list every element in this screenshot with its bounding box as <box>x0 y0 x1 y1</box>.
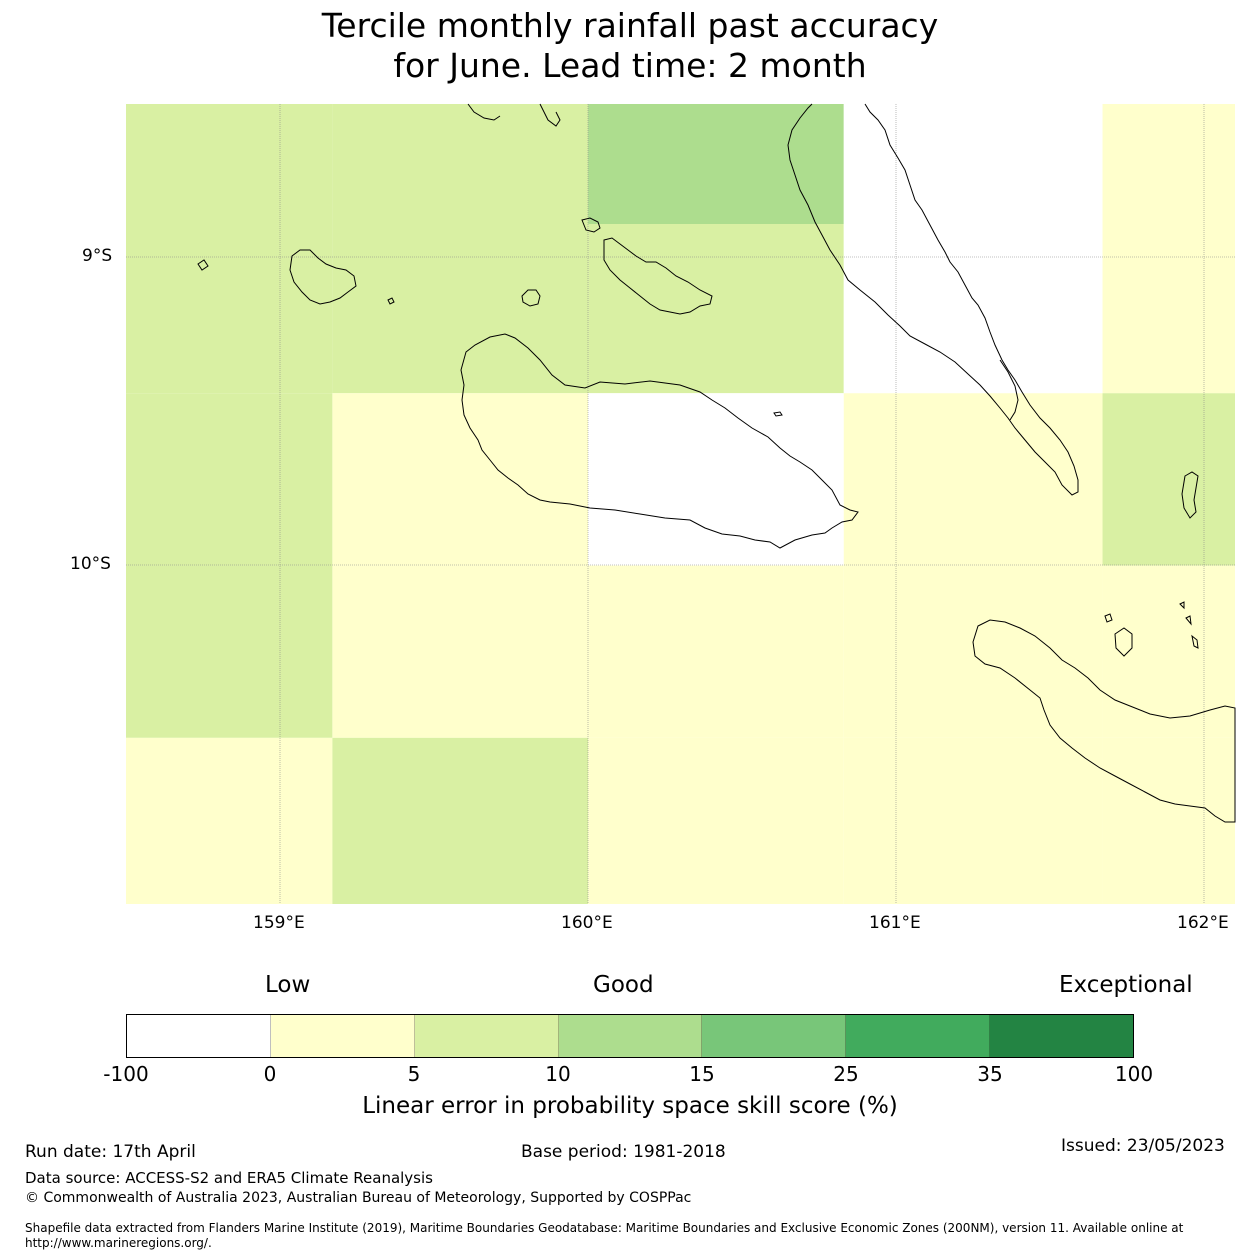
skill-cell <box>1102 393 1235 566</box>
skill-cell <box>843 224 1103 394</box>
skill-cell <box>588 104 844 224</box>
coastline-ugi <box>1114 627 1133 657</box>
coastline-islet-1 <box>197 259 209 271</box>
legend-low-label: Low <box>265 972 311 998</box>
colorbar-segment-2 <box>270 1015 415 1057</box>
coastline-russell-islands <box>289 249 357 305</box>
colorbar-tick: 25 <box>833 1062 859 1086</box>
issued-date: Issued: 23/05/2023 <box>1061 1136 1225 1156</box>
coastline-islet-2 <box>387 297 395 305</box>
skill-cell <box>126 224 333 394</box>
colorbar-label: Linear error in probability space skill … <box>362 1093 898 1119</box>
base-period: Base period: 1981-2018 <box>521 1142 726 1162</box>
data-source: Data source: ACCESS-S2 and ERA5 Climate … <box>25 1169 433 1187</box>
coastline-ulawa <box>1181 471 1199 519</box>
skill-cell <box>332 104 589 224</box>
colorbar-segment-5 <box>702 1015 847 1057</box>
skill-map <box>126 103 1236 904</box>
skill-cell <box>843 104 1103 224</box>
coastline-guadalcanal <box>460 333 859 549</box>
lon-label-159e: 159°E <box>253 913 305 933</box>
coastline-malaita <box>787 103 1079 496</box>
skill-cell <box>588 565 844 738</box>
skill-cell <box>126 104 333 224</box>
lon-label-160e: 160°E <box>561 913 613 933</box>
colorbar-segment-7 <box>990 1015 1134 1057</box>
shapefile-credit-line-1: Shapefile data extracted from Flanders M… <box>25 1221 1184 1235</box>
run-date: Run date: 17th April <box>25 1142 196 1162</box>
coastline-makira <box>972 619 1236 823</box>
legend-exceptional-label: Exceptional <box>1059 972 1193 998</box>
lat-label-9s: 9°S <box>82 246 113 266</box>
title-line-1: Tercile monthly rainfall past accuracy <box>321 6 939 45</box>
skill-cell <box>588 737 844 904</box>
lon-label-162e: 162°E <box>1177 913 1229 933</box>
shapefile-credit-line-2: http://www.marineregions.org/. <box>25 1236 212 1250</box>
skill-cell <box>332 737 589 904</box>
skill-cell <box>332 224 589 394</box>
colorbar-tick: 35 <box>977 1062 1003 1086</box>
lon-label-161e: 161°E <box>869 913 921 933</box>
coastline-nggela <box>603 237 713 315</box>
colorbar-segment-3 <box>414 1015 559 1057</box>
copyright: © Commonwealth of Australia 2023, Austra… <box>25 1190 692 1206</box>
skill-cell <box>843 393 1103 566</box>
colorbar-tick: 5 <box>407 1062 421 1086</box>
skill-cell <box>332 565 589 738</box>
skill-cell <box>126 565 333 738</box>
colorbar-segment-6 <box>846 1015 991 1057</box>
skill-cell <box>588 393 844 566</box>
coastlines <box>197 103 1236 823</box>
colorbar-tick: 100 <box>1114 1062 1154 1086</box>
skill-cell <box>332 393 589 566</box>
coastline-islet-4 <box>1104 613 1113 623</box>
lat-label-10s: 10°S <box>70 554 111 574</box>
skill-cell <box>1102 737 1235 904</box>
colorbar-segment-4 <box>558 1015 703 1057</box>
colorbar-tick: 0 <box>263 1062 277 1086</box>
title-line-2: for June. Lead time: 2 month <box>393 46 867 85</box>
coastline-islet-7 <box>1191 634 1199 649</box>
skill-cell <box>1102 224 1235 394</box>
coastline-malaita-inner <box>999 359 1019 421</box>
skill-cell <box>843 737 1103 904</box>
skill-grid-cells <box>126 104 1235 904</box>
coastline-vangunu <box>539 103 561 127</box>
coastline-ngatokae <box>467 103 501 121</box>
skill-cell <box>843 565 1103 738</box>
coastline-florida-islands <box>581 217 601 233</box>
skill-cell <box>1102 565 1235 738</box>
skill-cell <box>126 737 333 904</box>
gridlines <box>126 104 1235 904</box>
colorbar-segment-1 <box>127 1015 271 1057</box>
coastline-islet-3 <box>773 411 783 417</box>
colorbar <box>126 1014 1134 1058</box>
colorbar-tick: 10 <box>545 1062 571 1086</box>
coastline-islet-6 <box>1185 615 1192 626</box>
colorbar-tick: -100 <box>103 1062 149 1086</box>
colorbar-tick: 15 <box>689 1062 715 1086</box>
map-title: Tercile monthly rainfall past accuracy f… <box>0 6 1260 86</box>
legend-good-label: Good <box>593 972 654 998</box>
skill-cell <box>1102 104 1235 224</box>
coastline-savo <box>521 289 541 307</box>
coastline-islet-5 <box>1179 601 1185 610</box>
skill-cell <box>126 393 333 566</box>
